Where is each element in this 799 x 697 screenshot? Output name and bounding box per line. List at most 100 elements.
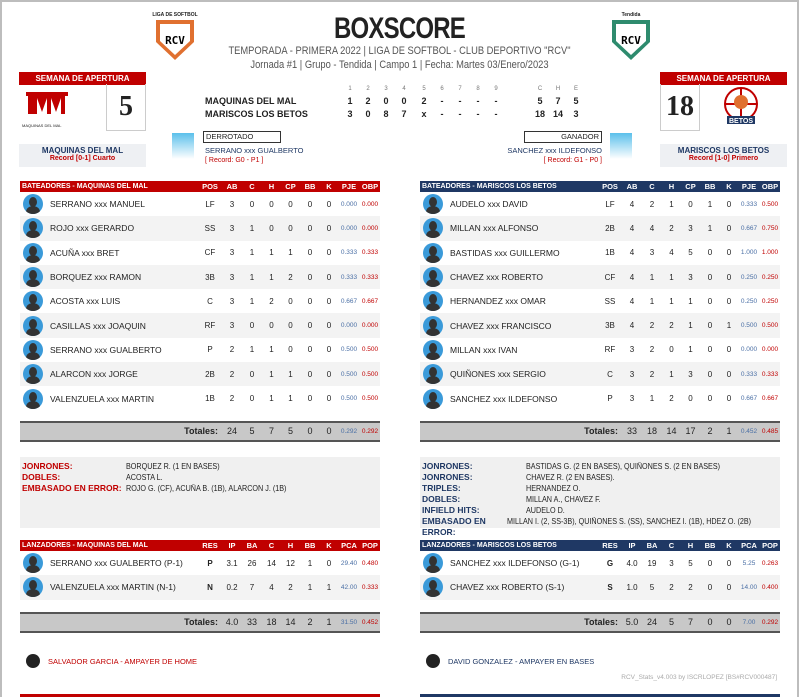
column-header: BB: [304, 182, 316, 191]
inning-header: 3: [384, 86, 388, 92]
total-cell: 18: [266, 617, 277, 628]
stat-cell: 0.000: [361, 200, 379, 208]
stat-cell: 0: [726, 369, 732, 379]
stat-cell: 0.500: [340, 346, 358, 354]
player-avatar-icon: [23, 218, 43, 239]
avatar: [420, 339, 446, 360]
stat-cell: 3: [229, 199, 235, 209]
stat-cell: 3B: [205, 272, 215, 282]
total-cell: 4.0: [225, 617, 239, 628]
stat-cell: 0.500: [361, 395, 379, 403]
column-header: C: [268, 541, 275, 550]
stat-cell: 0.250: [740, 297, 758, 305]
inning-header: 4: [402, 86, 406, 92]
inning-header: 5: [422, 86, 426, 92]
stat-cell: 0: [707, 321, 713, 331]
stat-cell: N: [207, 582, 213, 592]
stat-cell: SS: [204, 223, 216, 233]
avatar: [20, 339, 46, 360]
stat-cell: 2: [229, 394, 235, 404]
table-header: LANZADORES - MAQUINAS DEL MAL RES IP BA C H BB…: [20, 540, 380, 551]
stat-cell: 0.333: [361, 583, 379, 591]
stat-cell: 3: [669, 558, 674, 568]
column-header: K: [726, 541, 732, 550]
inning-header: 9: [494, 86, 498, 92]
total-cell: 7: [687, 617, 693, 628]
total-cell: 0.292: [361, 427, 379, 435]
stat-cell: 3: [229, 223, 235, 233]
player-avatar-icon: [423, 388, 443, 409]
player-avatar-icon: [423, 364, 443, 385]
stat-cell: 0.333: [361, 249, 379, 257]
stat-cell: 0.500: [361, 370, 379, 378]
winner-label: GANADOR: [524, 131, 602, 143]
stat-cell: 0: [326, 369, 332, 379]
away-score: 5: [106, 84, 146, 131]
column-header: RES: [202, 541, 218, 550]
stat-cell: 1: [688, 296, 693, 306]
column-header: BA: [646, 541, 658, 550]
stat-cell: 3: [629, 369, 635, 379]
home-plate-umpire: SALVADOR GARCIA - AMPAYER DE HOME: [26, 654, 197, 668]
stat-cell: 0: [326, 321, 332, 331]
team-total: 5: [537, 96, 543, 106]
note-row: TRIPLES: HERNANDEZ O.: [422, 483, 778, 494]
season-line: TEMPORADA - PRIMERA 2022 | LIGA DE SOFTB…: [228, 45, 571, 57]
column-header: K: [326, 182, 332, 191]
umpire-name: DAVID GONZALEZ - AMPAYER EN BASES: [448, 656, 595, 666]
stat-cell: 0: [707, 345, 713, 355]
stat-cell: 0: [288, 321, 293, 331]
inning-runs: 3: [347, 109, 353, 119]
stat-cell: 0.500: [340, 370, 358, 378]
stat-cell: 14.00: [740, 583, 758, 591]
totals-row: Totales: 4.0 33 18 14 2 1 31.50 0.452: [20, 611, 380, 633]
player-avatar-icon: [23, 364, 43, 385]
stat-cell: SS: [604, 296, 616, 306]
stat-cell: RF: [204, 321, 216, 331]
stat-cell: S: [607, 582, 613, 592]
inning-runs: 2: [421, 96, 427, 106]
note-label: EMBASADO EN ERROR:: [22, 483, 122, 493]
team-total: 18: [534, 109, 545, 119]
away-team-box: MAQUINAS DEL MAL Record [0-1] Cuarto: [19, 144, 146, 167]
table-body: SERRANO xxx MANUEL LF 3 0 0 0 0 0 0.000 0.000 ROJO…: [20, 192, 380, 411]
stat-cell: 0.000: [340, 200, 358, 208]
logo-caption: BETOS: [729, 118, 753, 125]
stat-cell: 3: [229, 248, 235, 258]
stat-cell: 1: [649, 394, 655, 404]
stat-cell: 0: [707, 558, 713, 568]
stat-cell: 1: [649, 272, 655, 282]
stat-cell: 0: [307, 345, 313, 355]
stat-cell: 0.500: [361, 346, 379, 354]
stat-cell: 0: [288, 223, 293, 233]
column-header: AB: [226, 182, 238, 191]
total-cell: 1: [326, 617, 332, 628]
table-row: CHAVEZ xxx FRANCISCO 3B 4 2 2 1 0 1 0.500 0.500: [420, 313, 780, 338]
away-team-name: MAQUINAS DEL MAL: [41, 146, 124, 155]
table-row: MILLAN xxx ALFONSO 2B 4 4 2 3 1 0 0.667 0.750: [420, 216, 780, 241]
avatar: [420, 194, 446, 215]
note-row: INFIELD HITS: AUDELO D.: [422, 505, 778, 516]
table-row: SANCHEZ xxx ILDEFONSO (G-1) G 4.0 19 3 5 0 0 5.2…: [420, 551, 780, 575]
avatar: [420, 364, 446, 385]
stat-cell: 2: [649, 345, 655, 355]
stat-cell: 0.667: [340, 297, 358, 305]
avatar: [420, 242, 446, 263]
stat-cell: LF: [605, 199, 615, 209]
player-name: SERRANO xxx GUALBERTO: [50, 344, 162, 355]
stat-cell: C: [607, 369, 613, 379]
stat-cell: 0: [707, 272, 713, 282]
column-header: IP: [628, 541, 636, 550]
pitcher-icon: [172, 133, 194, 159]
column-header: OBP: [361, 182, 379, 191]
column-header: POP: [362, 541, 378, 550]
stat-cell: 1: [669, 199, 674, 209]
stat-cell: 0: [688, 199, 693, 209]
column-header: BB: [704, 541, 716, 550]
table-body: SERRANO xxx GUALBERTO (P-1) P 3.1 26 14 12 1 0 2…: [20, 551, 380, 600]
total-cell: 0.452: [740, 427, 758, 435]
note-value: BASTIDAS G. (2 EN BASES), QUIÑONES S. (2…: [526, 462, 721, 471]
stat-cell: 1: [249, 223, 255, 233]
player-avatar-icon: [423, 553, 443, 574]
inning-header: 6: [440, 86, 444, 92]
